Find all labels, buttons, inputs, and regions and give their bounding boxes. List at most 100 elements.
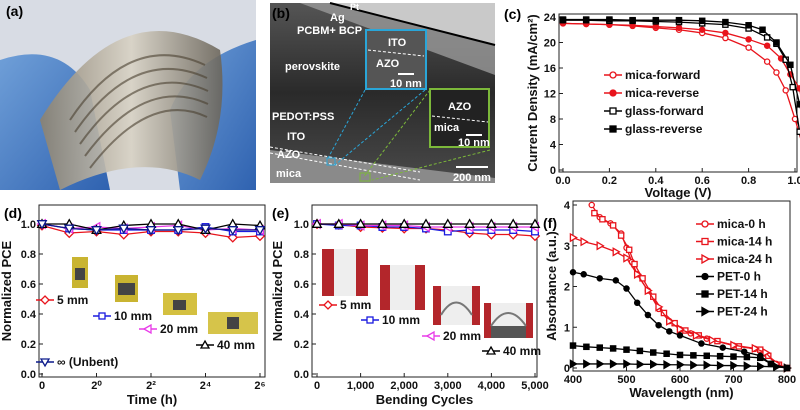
data-point	[692, 330, 701, 341]
data-point	[529, 218, 541, 228]
x-tick-label: 700	[724, 374, 742, 386]
legend-marker	[609, 89, 617, 97]
data-point	[333, 218, 345, 228]
x-tick-label: 0	[314, 380, 320, 392]
y-tick-label: 1.0	[21, 219, 36, 231]
data-point	[623, 285, 630, 292]
data-point	[763, 42, 771, 49]
x-tick-label: 0.2	[602, 175, 617, 187]
data-point	[743, 361, 752, 371]
legend-marker	[701, 253, 711, 265]
data-point	[783, 363, 792, 373]
series-PET-0-h: PET-0 h	[569, 268, 791, 372]
data-point	[569, 268, 577, 276]
y-tick-label: 0.0	[21, 369, 36, 381]
data-point	[751, 343, 760, 354]
data-point	[676, 360, 685, 370]
data-point	[200, 224, 211, 235]
legend-marker	[701, 220, 709, 228]
data-point	[690, 352, 697, 359]
legend-marker	[701, 272, 709, 281]
data-point	[716, 360, 726, 371]
x-tick-label: 1.0	[787, 175, 800, 187]
inset2-mica: mica	[434, 122, 460, 134]
legend-marker	[609, 125, 617, 133]
x-tick-label: 800	[778, 374, 796, 386]
data-point	[583, 359, 592, 369]
data-point	[655, 302, 664, 312]
series-PET-24-h: PET-24 h	[569, 305, 792, 373]
y-tick-label: 24	[544, 12, 557, 24]
chart-c: 0.0 0.2 0.4 0.6 0.8 1.0 0 4 8 12 16 20 24 Voltage (V)…	[525, 12, 800, 200]
y-tick-label: 12	[544, 89, 556, 101]
y-tick-label: 8	[550, 114, 556, 126]
x-tick-label: 4,000	[478, 380, 506, 392]
data-point	[569, 232, 578, 243]
legend-label: 20 mm	[443, 329, 481, 343]
data-point	[633, 269, 643, 280]
data-point	[617, 232, 625, 239]
label-ag: Ag	[330, 12, 345, 24]
legend-marker	[366, 316, 374, 324]
y-tick-label: 0.6	[294, 279, 309, 291]
data-point	[675, 16, 683, 24]
y-tick-label: 0.8	[21, 249, 36, 261]
data-point	[763, 58, 771, 65]
data-point	[36, 220, 48, 230]
legend-label: 10 mm	[114, 309, 152, 323]
legend-marker	[39, 358, 51, 368]
legend-marker	[98, 312, 106, 320]
data-point	[652, 23, 660, 30]
data-point	[633, 299, 641, 307]
data-point	[703, 360, 712, 370]
y-tick-label: 4	[564, 200, 571, 212]
y-tick-label: 4	[550, 140, 557, 152]
y-tick-label: 20	[544, 38, 556, 50]
x-axis-label: Wavelength (nm)	[629, 385, 733, 400]
legend-label: glass-forward	[625, 104, 704, 118]
data-point	[311, 218, 323, 228]
y-tick-label: 0.0	[294, 369, 309, 381]
chart-f: 400 500 600 700 800 0 1 2 3 4 Wavelength (nm) Absor…	[544, 200, 796, 400]
data-point	[559, 16, 567, 23]
data-point	[708, 335, 717, 346]
data-point	[730, 340, 739, 350]
data-point	[703, 352, 711, 360]
series-mica-reverse: mica-reverse	[559, 20, 800, 100]
legend-marker	[142, 323, 152, 335]
inset1-ito: ITO	[388, 37, 407, 49]
legend-label: 20 mm	[160, 322, 198, 336]
data-point	[118, 224, 130, 235]
x-tick-label: 0.4	[648, 175, 664, 187]
data-point	[655, 321, 662, 329]
label-perovskite: perovskite	[285, 61, 340, 73]
data-point	[629, 16, 636, 24]
data-point	[582, 16, 590, 23]
series-40-mm: 40 mm	[311, 218, 541, 358]
chart-d: 0 2⁰ 2² 2⁴ 2⁶ 0.0 0.2 0.4 0.6 0.8 1.0 Time (h) Norma…	[0, 204, 266, 407]
data-point	[145, 226, 157, 236]
y-tick-label: 0.6	[21, 279, 36, 291]
data-point	[762, 347, 771, 358]
x-tick-label: 5,000	[521, 380, 549, 392]
label-ito: ITO	[287, 131, 306, 143]
data-point	[675, 24, 683, 32]
data-point	[227, 226, 239, 236]
data-point	[583, 343, 590, 351]
data-point	[609, 345, 617, 352]
inset-ito-azo: ITO AZO 10 nm	[326, 29, 427, 166]
legend-marker	[40, 295, 50, 305]
legend-label: 5 mm	[57, 293, 88, 307]
legend-label: mica-forward	[625, 68, 700, 82]
x-tick-label: 2⁴	[200, 380, 212, 392]
data-point	[722, 29, 729, 37]
legend-marker	[701, 290, 709, 298]
y-tick-label: 0.4	[294, 309, 310, 321]
y-tick-label: 2	[564, 282, 570, 294]
data-point	[625, 246, 633, 254]
data-point	[789, 83, 796, 91]
data-point	[606, 16, 613, 23]
inset1-azo: AZO	[376, 58, 400, 70]
bending-rig-photos-e	[322, 249, 533, 338]
